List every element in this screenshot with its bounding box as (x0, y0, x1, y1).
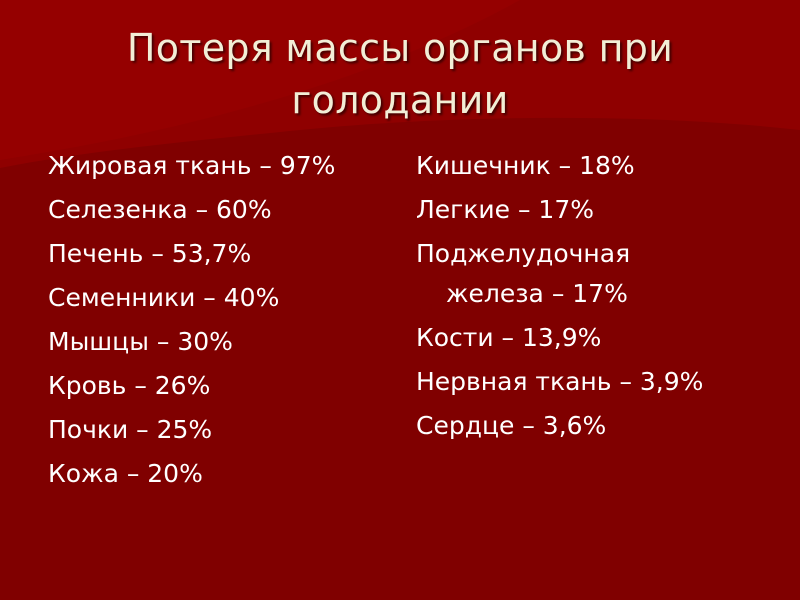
list-item: Сердце – 3,6% (416, 411, 607, 440)
list-item: Легкие – 17% (416, 195, 595, 224)
list-item: Кости – 13,9% (416, 323, 602, 352)
list-item: Кожа – 20% (48, 459, 203, 488)
list-item: Кровь – 26% (48, 371, 211, 400)
list-item: Мышцы – 30% (48, 327, 233, 356)
list-item: Печень – 53,7% (48, 239, 252, 268)
list-item: Почки – 25% (48, 415, 213, 444)
slide-title: Потеря массы органов при голодании (126, 26, 674, 122)
right-list: Кишечник – 18% Легкие – 17% Поджелудочна… (416, 146, 716, 450)
left-list: Жировая ткань – 97% Селезенка – 60% Пече… (48, 146, 378, 498)
list-item: Жировая ткань – 97% (48, 151, 336, 180)
list-item: Нервная ткань – 3,9% (416, 367, 704, 396)
list-item: Кишечник – 18% (416, 151, 635, 180)
list-item: Семенники – 40% (48, 283, 280, 312)
list-item: Поджелудочная железа – 17% (416, 239, 631, 308)
list-item: Селезенка – 60% (48, 195, 272, 224)
